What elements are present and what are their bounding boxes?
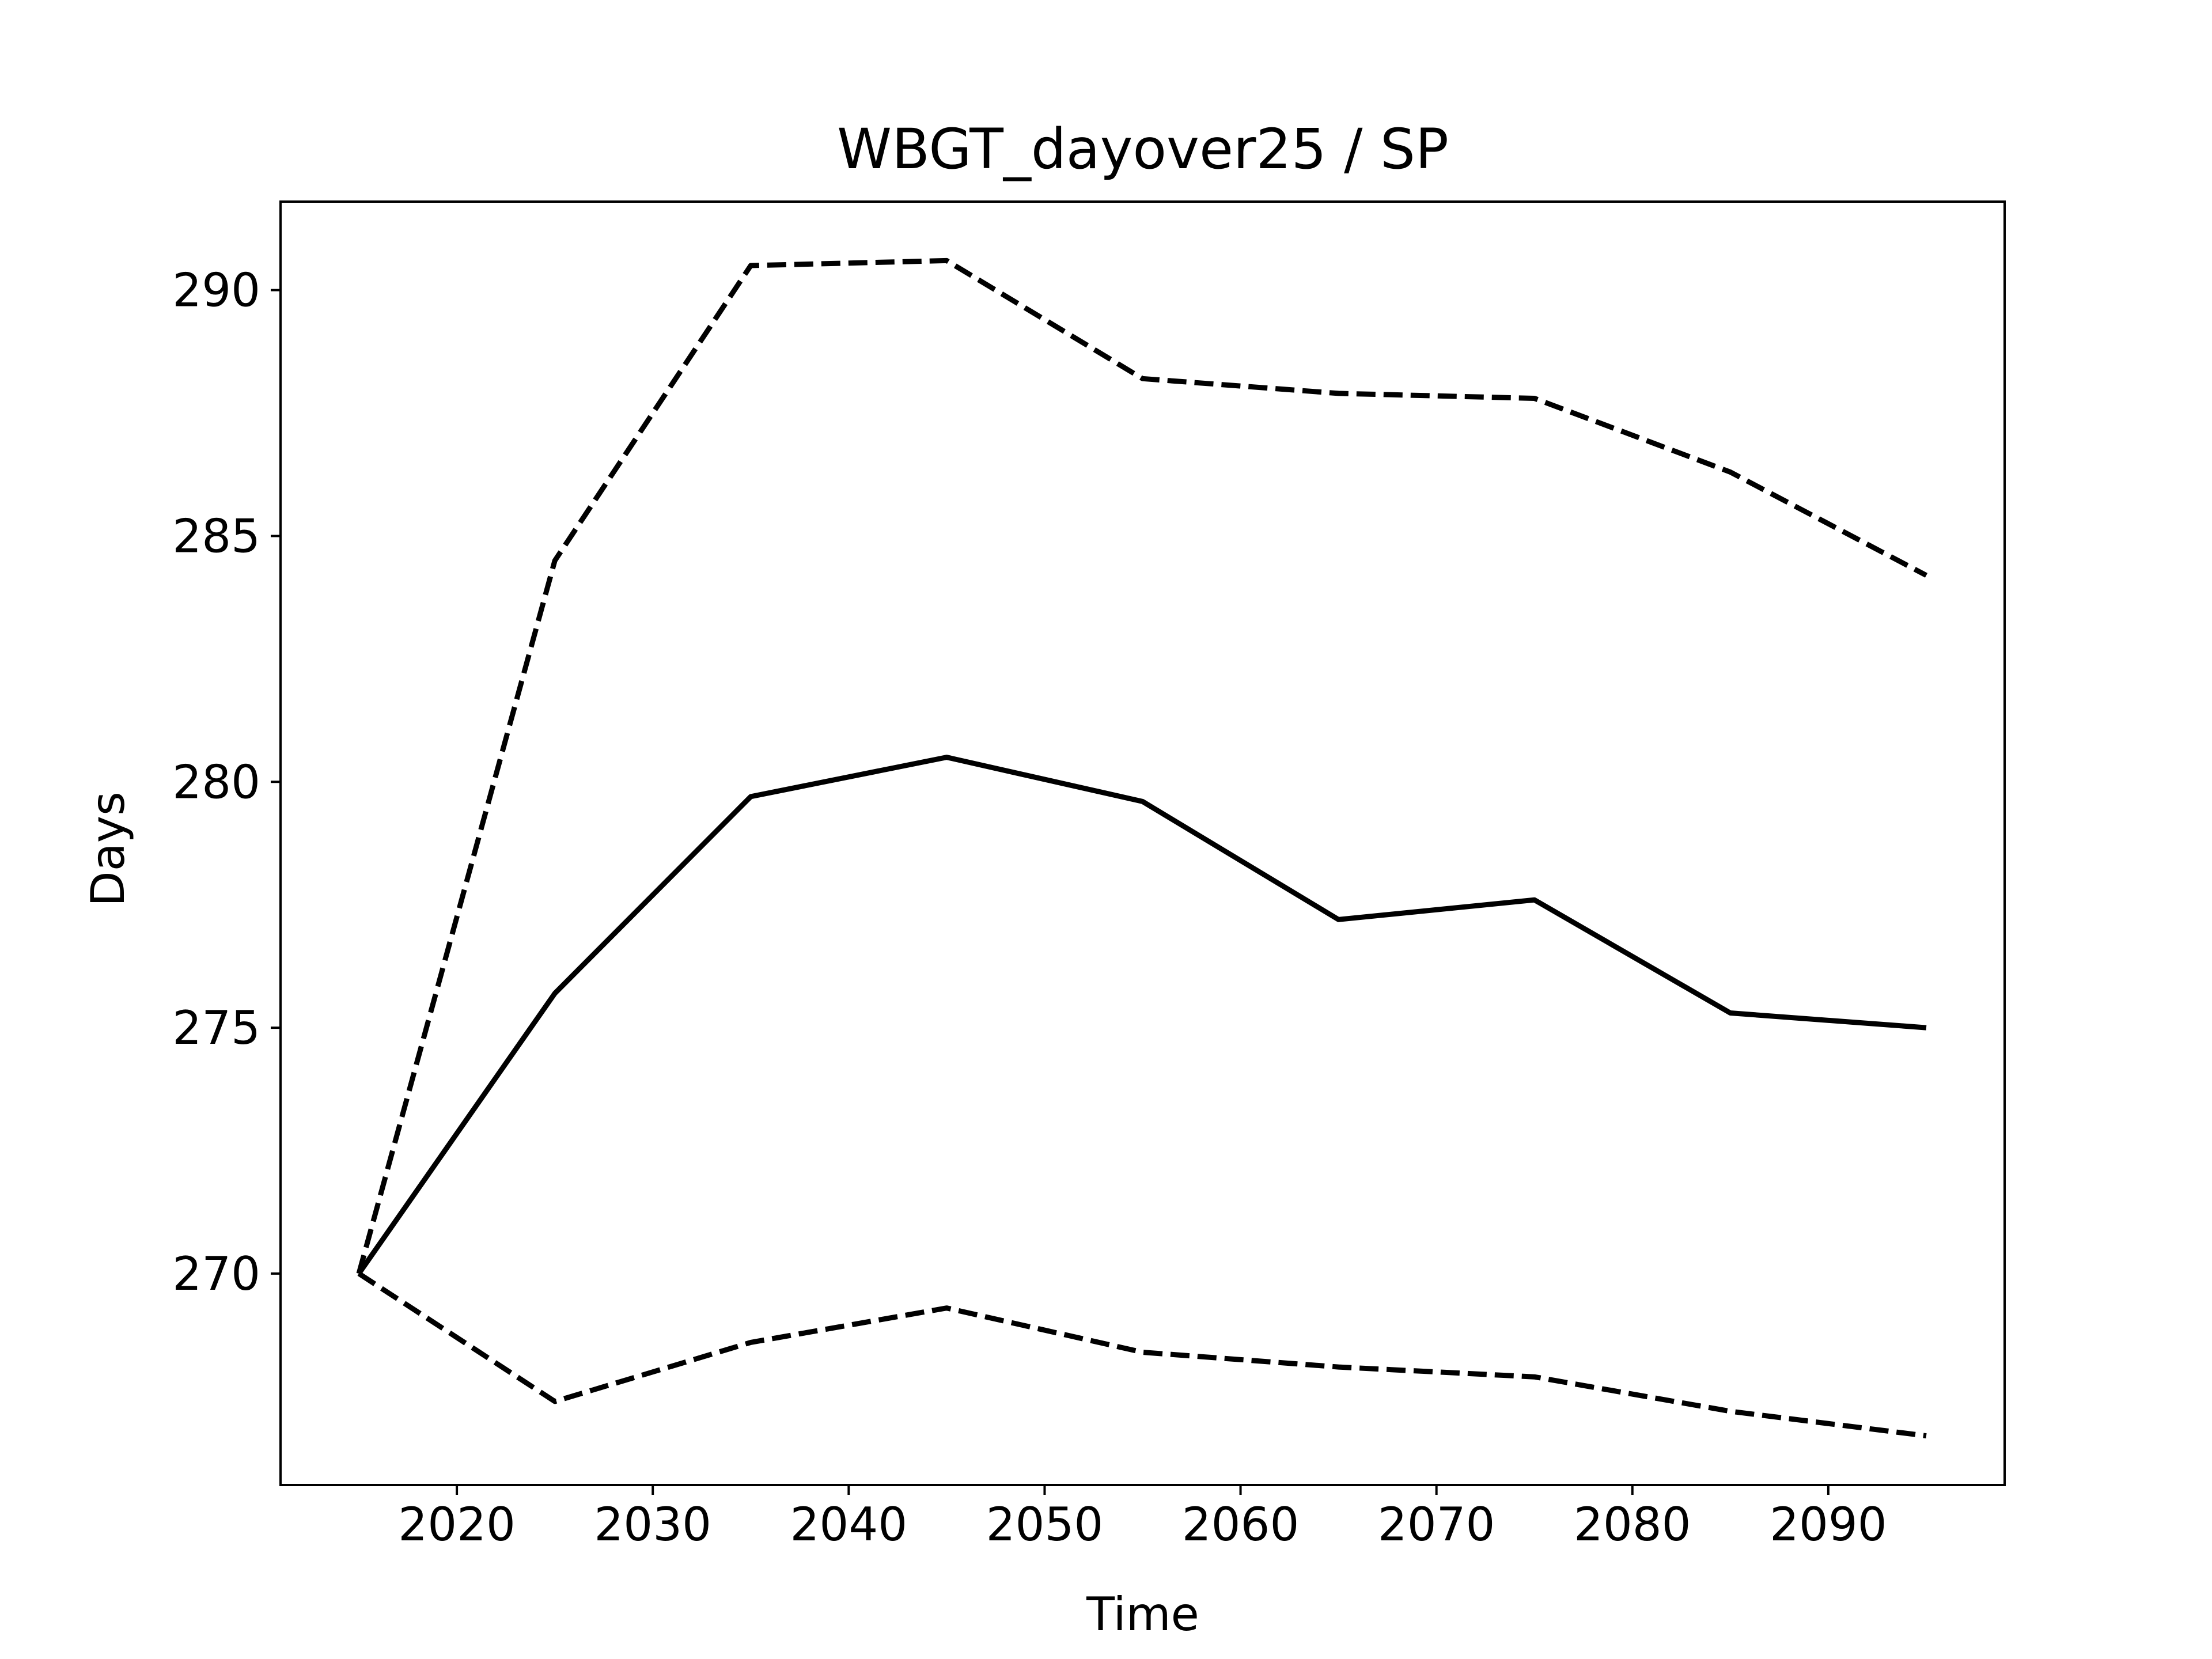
series-line-3-dashed	[357, 1271, 1927, 1439]
x-tick-label: 2060	[1182, 1498, 1300, 1551]
y-tick-label: 275	[172, 1001, 260, 1055]
x-tick-label: 2020	[398, 1498, 516, 1551]
y-tick-label: 280	[172, 755, 260, 809]
series-line-1-solid	[357, 755, 1927, 1275]
x-axis-label: Time	[1086, 1588, 1199, 1641]
x-tick-label: 2030	[594, 1498, 711, 1551]
y-axis-label: Days	[81, 791, 135, 907]
plot-frame	[279, 200, 2006, 1486]
plot-area: 2020 2030 2040 2050 2060 2070 2080 2090 270 275 28…	[172, 200, 2006, 1551]
y-tick-label: 290	[172, 264, 260, 317]
x-tick-label: 2050	[986, 1498, 1104, 1551]
series-line-2-dashed	[356, 257, 1928, 1275]
x-tick-label: 2090	[1770, 1498, 1887, 1551]
y-tick-label: 270	[172, 1247, 260, 1301]
x-tick-label: 2070	[1378, 1498, 1495, 1551]
chart-title: WBGT_dayover25 / SP	[837, 117, 1449, 181]
y-tick-label: 285	[172, 509, 260, 563]
x-tick-label: 2080	[1574, 1498, 1691, 1551]
x-tick-label: 2040	[790, 1498, 908, 1551]
